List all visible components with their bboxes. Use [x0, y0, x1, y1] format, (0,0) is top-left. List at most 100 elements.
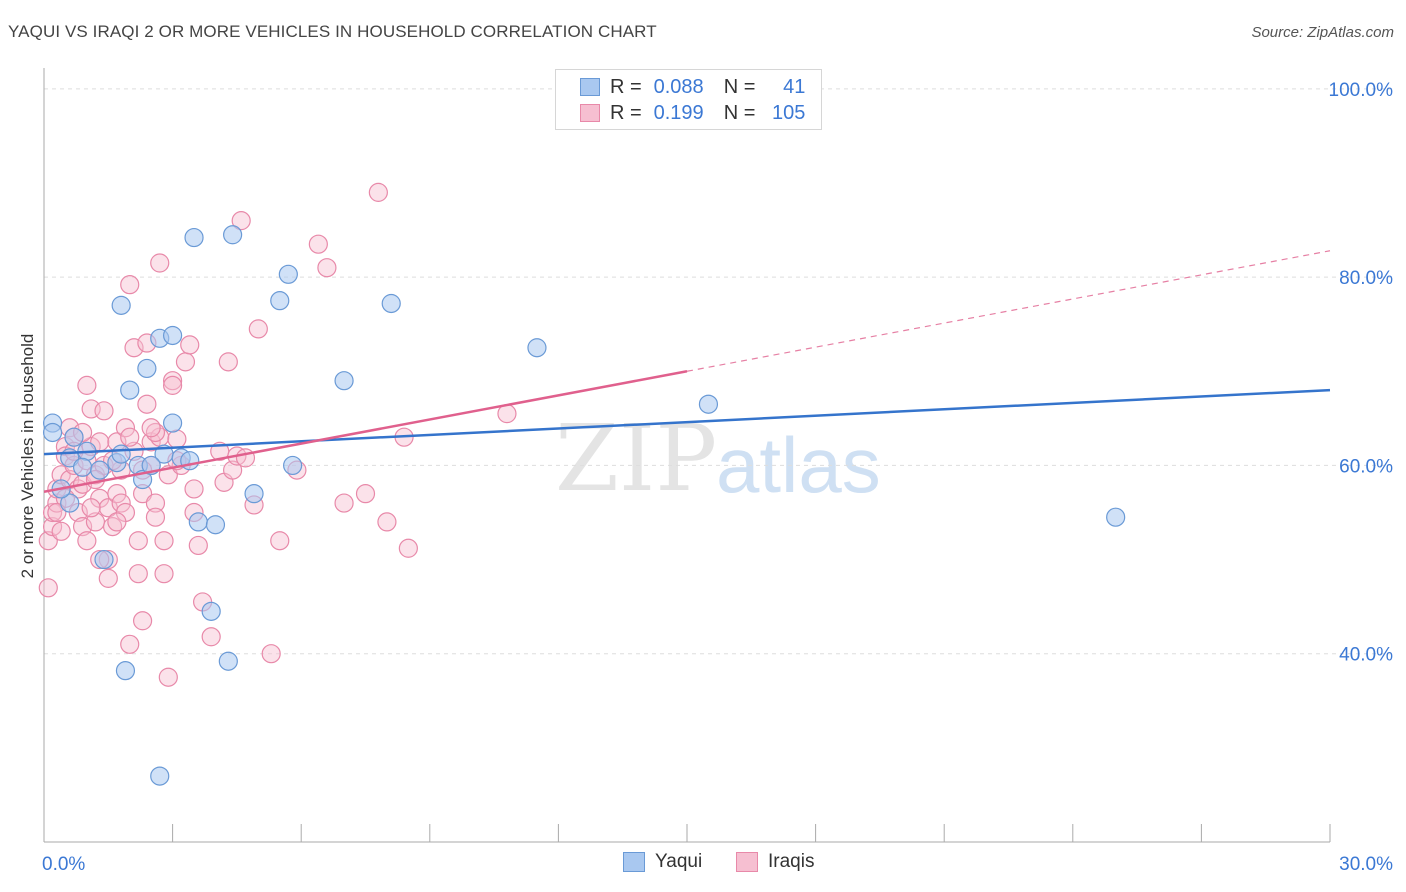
data-point-yaqui	[381, 293, 401, 314]
data-point-iraqis	[77, 531, 97, 551]
data-point-iraqis	[223, 460, 243, 480]
series-legend: Yaqui Iraqis	[0, 851, 1406, 877]
trend-extension-iraqis	[686, 250, 1331, 372]
data-point-yaqui	[111, 295, 131, 315]
legend-swatch-yaqui	[623, 852, 645, 872]
source-label: Source: ZipAtlas.com	[1251, 24, 1394, 41]
legend-swatch-iraqis	[736, 852, 758, 872]
data-point-iraqis	[141, 418, 161, 438]
data-point-iraqis	[128, 564, 148, 584]
y-tick-label: 100.0%	[1329, 80, 1394, 101]
legend-swatch-iraqis	[580, 104, 600, 122]
data-point-iraqis	[154, 531, 174, 551]
data-point-yaqui	[201, 601, 221, 621]
data-point-iraqis	[270, 531, 290, 551]
tick-labels: 100.0% 80.0% 60.0% 40.0% 0.0% 30.0%	[42, 80, 1393, 875]
data-point-yaqui	[163, 413, 183, 433]
data-point-yaqui	[334, 371, 354, 391]
data-point-yaqui	[90, 460, 110, 480]
trend-line-yaqui	[43, 388, 1331, 456]
legend-swatch-yaqui	[580, 78, 600, 96]
data-point-iraqis	[107, 484, 127, 504]
data-point-iraqis	[77, 375, 97, 395]
data-point-iraqis	[145, 507, 166, 527]
data-point-iraqis	[377, 512, 397, 532]
data-point-iraqis	[398, 538, 418, 558]
data-point-iraqis	[188, 535, 208, 556]
data-point-iraqis	[120, 427, 140, 447]
data-point-iraqis	[163, 371, 183, 391]
legend-n-label: N =	[723, 101, 756, 124]
legend-r-value: 0.088	[653, 75, 704, 98]
data-point-iraqis	[120, 275, 140, 295]
data-point-iraqis	[248, 319, 268, 339]
data-point-iraqis	[154, 564, 174, 584]
data-point-yaqui	[223, 225, 243, 245]
y-tick-label: 60.0%	[1339, 456, 1393, 477]
data-point-yaqui	[278, 264, 298, 284]
data-point-iraqis	[128, 531, 148, 551]
data-point-iraqis	[201, 627, 221, 647]
legend-n-value: 41	[783, 75, 806, 98]
data-point-iraqis	[145, 493, 166, 513]
data-point-iraqis	[124, 338, 144, 358]
data-point-yaqui	[163, 325, 183, 346]
x-tick-label: 0.0%	[42, 854, 85, 875]
data-point-iraqis	[120, 634, 140, 654]
data-point-yaqui	[150, 766, 170, 786]
legend-n-value: 105	[772, 101, 806, 124]
data-point-yaqui	[188, 512, 208, 532]
data-point-iraqis	[38, 578, 58, 598]
data-point-yaqui	[120, 380, 140, 400]
data-point-iraqis	[72, 517, 93, 537]
axes	[43, 68, 1331, 843]
y-tick-label: 80.0%	[1339, 268, 1393, 289]
data-point-yaqui	[180, 451, 200, 471]
x-tick-label: 30.0%	[1339, 854, 1393, 875]
data-point-yaqui	[244, 484, 264, 504]
legend-label-yaqui: Yaqui	[655, 851, 703, 872]
data-point-yaqui	[111, 444, 131, 464]
data-point-yaqui	[205, 515, 226, 535]
data-point-iraqis	[47, 502, 67, 523]
data-point-iraqis	[163, 375, 183, 395]
data-point-iraqis	[184, 479, 204, 499]
legend-row-iraqis: R = 0.199 N = 105	[580, 101, 805, 125]
data-point-iraqis	[150, 253, 170, 273]
data-point-iraqis	[167, 429, 187, 449]
data-point-iraqis	[334, 493, 354, 513]
data-point-iraqis	[115, 418, 136, 438]
data-point-yaqui	[42, 422, 63, 443]
legend-r-value: 0.199	[653, 101, 704, 124]
data-point-iraqis	[368, 182, 388, 202]
data-point-yaqui	[184, 227, 204, 248]
data-point-yaqui	[60, 493, 80, 513]
trend-line-iraqis	[43, 370, 688, 494]
data-point-yaqui	[115, 661, 136, 681]
data-point-yaqui	[218, 651, 238, 671]
data-point-iraqis	[81, 498, 101, 518]
data-point-iraqis	[261, 644, 281, 664]
legend-r-label: R =	[610, 75, 642, 98]
chart-title: YAQUI VS IRAQI 2 OR MORE VEHICLES IN HOU…	[8, 22, 657, 41]
data-point-yaqui	[94, 549, 114, 570]
legend-n-label: N =	[723, 75, 756, 98]
data-point-iraqis	[218, 352, 238, 372]
data-point-yaqui	[137, 358, 157, 379]
data-point-iraqis	[158, 667, 178, 687]
gridlines	[44, 88, 1392, 655]
legend-r-label: R =	[610, 101, 642, 124]
data-point-iraqis	[175, 352, 196, 372]
trend-lines	[43, 250, 1331, 494]
legend-label-iraqis: Iraqis	[768, 851, 815, 872]
data-point-iraqis	[51, 521, 71, 541]
data-point-yaqui	[1106, 507, 1126, 527]
data-point-iraqis	[355, 484, 376, 504]
legend-item-yaqui: Yaqui	[623, 851, 702, 873]
data-point-iraqis	[137, 394, 157, 414]
data-point-iraqis	[111, 493, 131, 513]
stats-legend: R = 0.088 N = 41 R = 0.199 N = 105	[555, 69, 822, 130]
data-point-iraqis	[98, 568, 118, 588]
data-point-iraqis	[180, 335, 200, 355]
